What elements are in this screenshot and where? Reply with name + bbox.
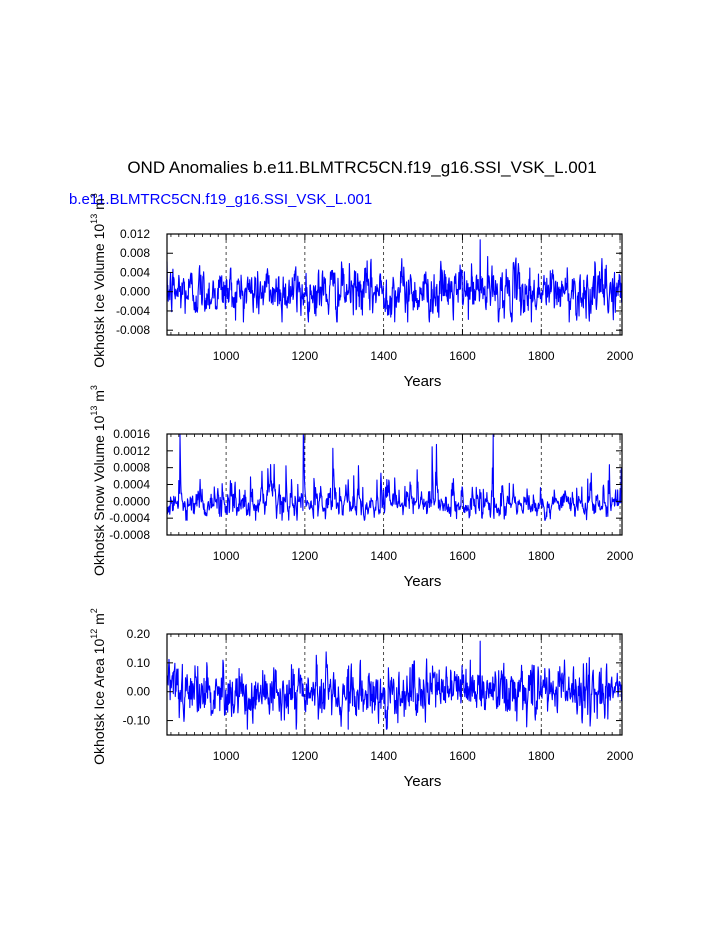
y-tick-label: 0.00: [127, 685, 151, 699]
y-tick-label: -0.004: [116, 304, 150, 318]
x-tick-label: 1600: [449, 549, 476, 563]
y-tick-label: 0.012: [120, 227, 150, 241]
y-tick-label: 0.0004: [113, 478, 150, 492]
y-tick-label: 0.0016: [113, 427, 150, 441]
y-tick-label: 0.0008: [113, 461, 150, 475]
x-tick-label: 2000: [607, 349, 634, 363]
y-axis-label: Okhotsk Ice Volume 1013 m3: [89, 193, 107, 368]
series-line: [166, 434, 623, 521]
y-tick-label: 0.008: [120, 246, 150, 260]
series-line: [166, 239, 623, 323]
x-tick-label: 1200: [292, 549, 319, 563]
x-tick-label: 1600: [449, 749, 476, 763]
x-tick-label: 1800: [528, 749, 555, 763]
x-axis-label: Years: [404, 573, 442, 590]
y-tick-label: 0.0012: [113, 444, 150, 458]
x-tick-label: 1400: [370, 549, 397, 563]
x-tick-label: 1800: [528, 349, 555, 363]
y-axis-label: Okhotsk Snow Volume 1013 m3: [89, 385, 107, 576]
y-tick-label: 0.004: [120, 265, 150, 279]
panel-2: 1000 1200 1400 1600 1800 2000 -0.0008 -0.0004 0.…: [89, 385, 634, 590]
series-line: [166, 640, 623, 730]
panel-3: 1000 1200 1400 1600 1800 2000 -0.10 0.00 0.10 0.2…: [89, 608, 634, 790]
y-tick-label: 0.20: [127, 627, 151, 641]
x-tick-label: 1600: [449, 349, 476, 363]
x-tick-label: 1000: [213, 349, 240, 363]
y-tick-label: -0.10: [123, 714, 151, 728]
x-tick-label: 1400: [370, 749, 397, 763]
y-tick-label: 0.10: [127, 656, 151, 670]
y-axis-label: Okhotsk Ice Area 1012 m2: [89, 608, 107, 765]
x-axis-label: Years: [404, 773, 442, 790]
x-tick-label: 1200: [292, 749, 319, 763]
x-tick-label: 1000: [213, 749, 240, 763]
chart-title: OND Anomalies b.e11.BLMTRC5CN.f19_g16.SS…: [127, 158, 596, 177]
y-tick-label: -0.0004: [109, 511, 150, 525]
y-tick-label: 0.0000: [113, 494, 150, 508]
x-tick-label: 1400: [370, 349, 397, 363]
panel-1: 1000 1200 1400 1600 1800 2000 -0.008 -0.004 0.00…: [89, 193, 634, 390]
x-axis-label: Years: [404, 373, 442, 390]
plot-frame: [166, 633, 623, 736]
chart-subtitle: b.e11.BLMTRC5CN.f19_g16.SSI_VSK_L.001: [69, 191, 372, 208]
x-tick-label: 1000: [213, 549, 240, 563]
x-tick-label: 2000: [607, 549, 634, 563]
plot-frame: [166, 233, 623, 336]
y-tick-label: -0.0008: [109, 528, 150, 542]
x-tick-label: 1200: [292, 349, 319, 363]
y-tick-label: 0.000: [120, 285, 150, 299]
x-tick-label: 2000: [607, 749, 634, 763]
y-tick-label: -0.008: [116, 323, 150, 337]
x-tick-label: 1800: [528, 549, 555, 563]
